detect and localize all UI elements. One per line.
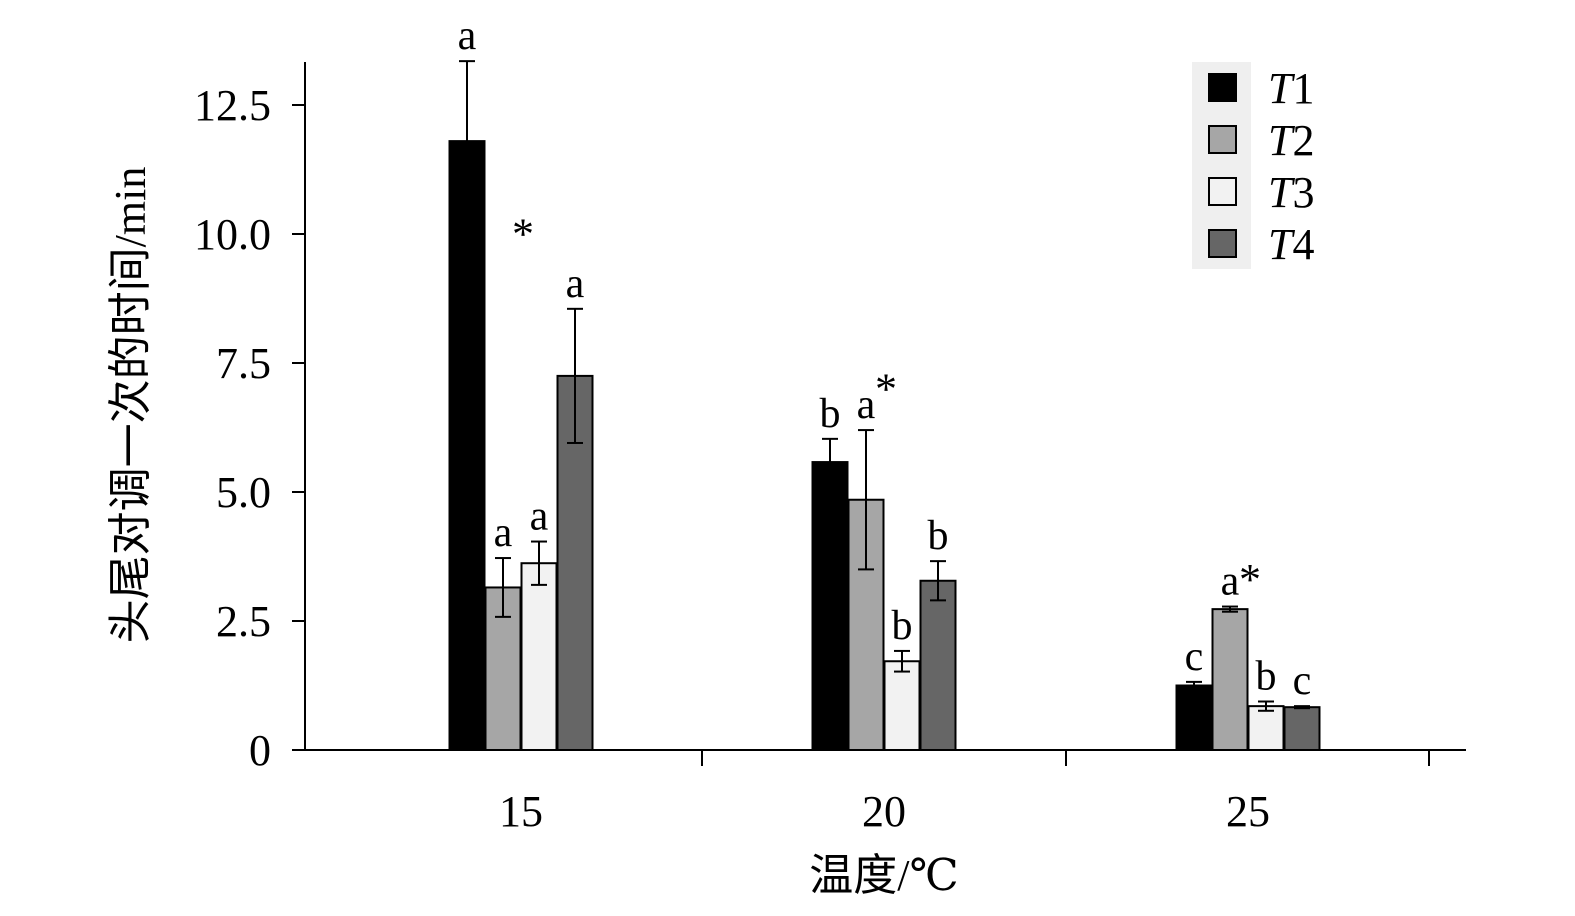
bar (883, 660, 921, 751)
legend-label: T2 (1268, 116, 1314, 165)
bar (1247, 705, 1285, 752)
significance-label: a (566, 261, 585, 307)
axes-layer: 0 2.5 5.0 7.5 10.0 12.5 15 20 25 (194, 62, 1466, 836)
significance-star: * (1239, 555, 1261, 604)
significance-label: a (1221, 559, 1240, 605)
x-tick-label: 20 (862, 787, 906, 836)
significance-star: * (875, 364, 897, 413)
bar (1211, 608, 1249, 752)
significance-label: a (530, 494, 549, 540)
bar (811, 461, 849, 751)
y-tick-label: 7.5 (216, 339, 271, 388)
significance-label: b (892, 603, 913, 649)
x-axis-title: 温度/℃ (809, 851, 958, 900)
x-tick-label: 25 (1226, 787, 1270, 836)
significance-label: a (857, 382, 876, 428)
bar (1175, 684, 1213, 751)
legend-swatch (1208, 229, 1237, 258)
significance-star: * (512, 210, 534, 259)
bar (919, 579, 957, 752)
legend-label: T1 (1268, 64, 1314, 113)
bar (520, 562, 558, 752)
significance-label: b (820, 391, 841, 437)
y-tick-label: 5.0 (216, 468, 271, 517)
y-tick-label: 10.0 (194, 210, 271, 259)
y-tick-label: 2.5 (216, 597, 271, 646)
legend-swatch (1208, 177, 1237, 206)
significance-label: c (1293, 658, 1312, 704)
bar (847, 498, 885, 751)
legend-swatch (1208, 73, 1237, 102)
x-tick-label: 15 (499, 787, 543, 836)
significance-label: b (928, 513, 949, 559)
y-tick-label: 0 (249, 726, 271, 775)
legend-swatch (1208, 125, 1237, 154)
significance-label: a (494, 510, 513, 556)
bar (448, 140, 486, 751)
legend-label: T3 (1268, 168, 1314, 217)
y-axis-title: 头尾对调一次的时间/min (106, 167, 155, 644)
significance-label: b (1256, 653, 1277, 699)
error-bars-layer (459, 60, 1310, 712)
bar (1283, 706, 1321, 751)
y-tick-label: 12.5 (194, 81, 271, 130)
significance-label: c (1185, 634, 1204, 680)
significance-label: a (458, 13, 477, 59)
legend-label: T4 (1268, 220, 1314, 269)
